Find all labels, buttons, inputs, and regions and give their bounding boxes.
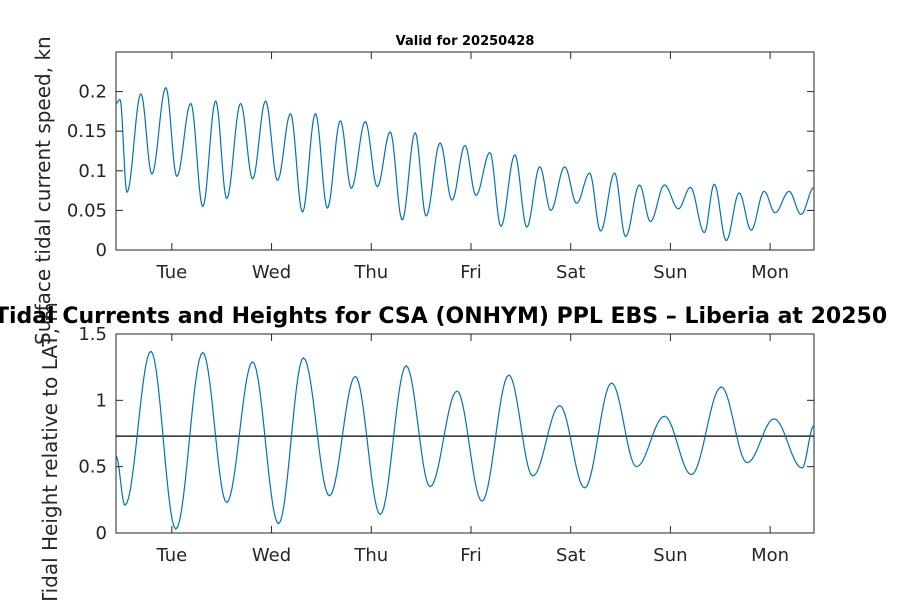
- tidal-height-x-ticks: Tue Wed Thu Fri Sat Sun Mon: [155, 334, 789, 566]
- tidal-height-y-tick-label: 0.5: [78, 457, 107, 478]
- tidal-height-y-tick-label: 1: [96, 390, 107, 411]
- tidal-height-x-tick-label: Tue: [155, 545, 187, 566]
- current-speed-x-tick-label: Sat: [556, 262, 586, 283]
- tidal-height-x-tick-label: Sat: [556, 545, 586, 566]
- current-speed-x-tick-label: Thu: [353, 262, 388, 283]
- tidal-height-x-tick-label: Wed: [252, 545, 291, 566]
- current-speed-x-tick-label: Wed: [252, 262, 291, 283]
- tidal-height-x-tick-label: Thu: [353, 545, 388, 566]
- current-speed-y-tick-label: 0.15: [67, 121, 107, 142]
- current-speed-panel: Valid for 20250428 0 0.05 0.1 0.15 0.2 Tue We…: [67, 34, 815, 283]
- current-speed-series: [115, 86, 815, 242]
- tidal-height-y-ticks: 0 0.5 1 1.5: [78, 324, 814, 544]
- current-speed-axes-frame: [115, 51, 815, 251]
- tidal-height-y-tick-label: 0: [96, 523, 107, 544]
- current-speed-panel-title: Valid for 20250428: [396, 34, 535, 49]
- tidal-height-series-line-0: [115, 350, 815, 530]
- current-speed-y-axis-label: Surface tidal current speed, kn: [31, 36, 55, 345]
- current-speed-x-ticks: Tue Wed Thu Fri Sat Sun Mon: [155, 52, 789, 283]
- current-speed-series-line-0: [115, 86, 815, 242]
- figure-main-title: Tidal Currents and Heights for CSA (ONHY…: [0, 304, 887, 329]
- tidal-height-y-axis-label: Tidal Height relative to LAT, m: [38, 302, 62, 600]
- current-speed-y-ticks: 0 0.05 0.1 0.15 0.2: [67, 82, 814, 261]
- current-speed-y-tick-label: 0: [96, 240, 107, 261]
- current-speed-y-tick-label: 0.05: [67, 200, 107, 221]
- current-speed-y-tick-label: 0.2: [78, 82, 107, 103]
- tidal-height-y-tick-label: 1.5: [78, 324, 107, 345]
- tidal-height-x-tick-label: Sun: [653, 545, 687, 566]
- tidal-height-x-tick-label: Mon: [751, 545, 789, 566]
- tidal-height-series: [115, 350, 815, 530]
- current-speed-x-tick-label: Sun: [653, 262, 687, 283]
- current-speed-x-tick-label: Fri: [460, 262, 481, 283]
- tidal-height-x-tick-label: Fri: [460, 545, 481, 566]
- tidal-height-panel: 0 0.5 1 1.5 Tue Wed Thu Fri Sat Sun Mon: [78, 324, 815, 566]
- tidal-height-axes-frame: [115, 333, 815, 534]
- current-speed-x-tick-label: Mon: [751, 262, 789, 283]
- current-speed-y-tick-label: 0.1: [78, 161, 107, 182]
- current-speed-x-tick-label: Tue: [155, 262, 187, 283]
